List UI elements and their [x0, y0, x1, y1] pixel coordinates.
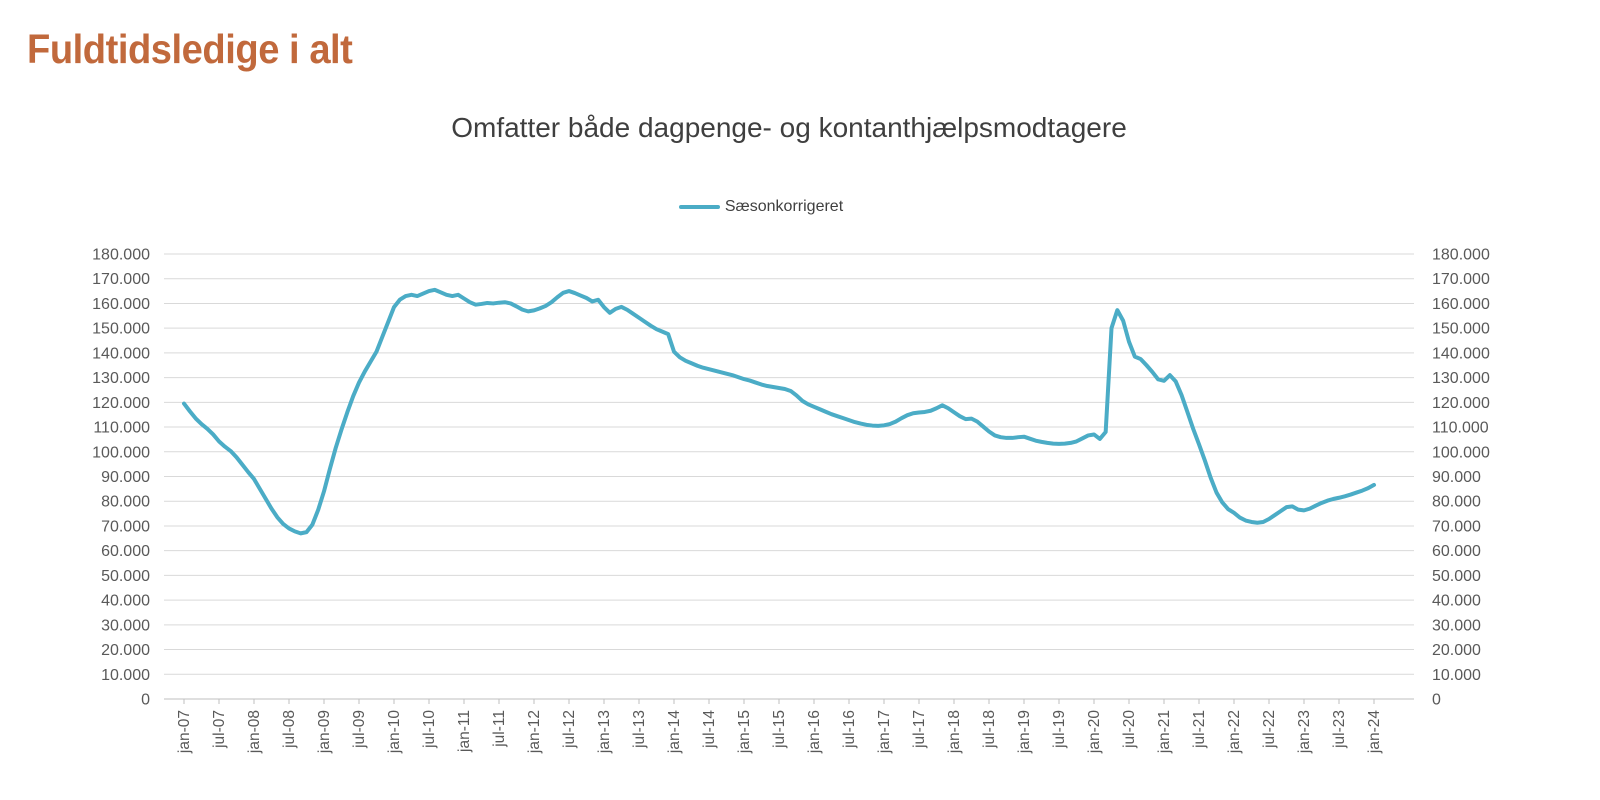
chart-title: Omfatter både dagpenge- og kontanthjælps…	[451, 112, 1127, 143]
x-axis-label: jan-19	[1016, 710, 1033, 754]
y-axis-label-right: 30.000	[1432, 617, 1481, 634]
x-axis-label: jan-08	[246, 710, 263, 754]
legend-line-swatch-icon	[678, 205, 720, 209]
x-axis-label: jan-07	[176, 710, 193, 754]
x-axis-label: jan-23	[1296, 710, 1313, 754]
y-axis-label-right: 60.000	[1432, 543, 1481, 560]
x-axis-label: jul-17	[911, 710, 928, 749]
y-axis-label-right: 70.000	[1432, 518, 1481, 535]
y-axis-label-right: 10.000	[1432, 667, 1481, 684]
y-axis-label-left: 160.000	[92, 296, 150, 313]
y-axis-label-left: 140.000	[92, 345, 150, 362]
y-axis-label-left: 90.000	[101, 469, 150, 486]
y-axis-label-left: 20.000	[101, 642, 150, 659]
y-axis-label-right: 150.000	[1432, 321, 1490, 338]
x-axis-label: jan-24	[1366, 710, 1383, 754]
y-axis-label-left: 130.000	[92, 370, 150, 387]
chart-legend: Sæsonkorrigeret	[136, 198, 1386, 216]
y-axis-label-left: 180.000	[92, 247, 150, 264]
y-axis-label-left: 60.000	[101, 543, 150, 560]
y-axis-label-right: 130.000	[1432, 370, 1490, 387]
y-axis-label-left: 110.000	[93, 420, 150, 437]
x-axis-label: jan-20	[1086, 710, 1103, 754]
y-axis-label-left: 120.000	[92, 395, 150, 412]
x-axis-label: jan-15	[736, 710, 753, 754]
y-axis-label-right: 40.000	[1432, 593, 1481, 610]
y-axis-label-left: 100.000	[92, 444, 150, 461]
y-axis-label-right: 120.000	[1432, 395, 1490, 412]
y-axis-label-left: 40.000	[101, 593, 150, 610]
x-axis-label: jan-09	[316, 710, 333, 754]
x-axis-label: jul-07	[211, 710, 228, 749]
x-axis-label: jan-18	[946, 710, 963, 754]
y-axis-label-left: 150.000	[92, 321, 150, 338]
y-axis-label-left: 0	[141, 692, 150, 709]
y-axis-label-right: 140.000	[1432, 345, 1490, 362]
x-axis-label: jul-13	[631, 710, 648, 749]
series-line-saesonkorrigeret	[182, 287, 1376, 536]
x-axis-label: jan-22	[1226, 710, 1243, 754]
x-axis-label: jul-08	[281, 710, 298, 749]
page-title: Fuldtidsledige i alt	[27, 26, 353, 72]
x-axis-label: jan-21	[1156, 710, 1173, 754]
y-axis-label-left: 80.000	[101, 494, 150, 511]
x-axis-label: jan-10	[386, 710, 403, 754]
x-axis-label: jul-23	[1331, 710, 1348, 749]
y-axis-label-left: 10.000	[101, 667, 150, 684]
x-axis-label: jul-21	[1191, 710, 1208, 749]
legend-series-label: Sæsonkorrigeret	[724, 198, 844, 215]
x-axis-label: jul-14	[701, 710, 718, 749]
y-axis-label-right: 110.000	[1432, 420, 1489, 437]
x-axis-label: jul-20	[1121, 710, 1138, 749]
x-axis-label: jan-16	[806, 710, 823, 754]
y-axis-label-left: 70.000	[101, 518, 150, 535]
y-axis-label-right: 20.000	[1432, 642, 1481, 659]
x-axis-label: jul-19	[1051, 710, 1068, 749]
x-axis-label: jul-15	[771, 710, 788, 749]
y-axis-label-right: 100.000	[1432, 444, 1490, 461]
x-axis-label: jul-09	[351, 710, 368, 749]
x-axis-label: jul-11	[491, 710, 508, 748]
y-axis-label-right: 170.000	[1432, 271, 1490, 288]
y-axis-label-right: 50.000	[1432, 568, 1481, 585]
y-axis-label-left: 170.000	[92, 271, 150, 288]
x-axis-label: jan-14	[666, 710, 683, 754]
y-axis-label-right: 160.000	[1432, 296, 1490, 313]
x-axis-label: jul-10	[421, 710, 438, 749]
x-axis-label: jan-12	[526, 710, 543, 754]
x-axis-label: jan-11	[456, 710, 473, 753]
y-axis-label-right: 180.000	[1432, 247, 1490, 264]
x-axis-label: jul-12	[561, 710, 578, 749]
x-axis-label: jul-18	[981, 710, 998, 749]
x-axis-label: jul-22	[1261, 710, 1278, 749]
y-axis-label-right: 80.000	[1432, 494, 1481, 511]
x-axis-label: jan-13	[596, 710, 613, 754]
x-axis-label: jul-16	[841, 710, 858, 749]
y-axis-label-right: 90.000	[1432, 469, 1481, 486]
y-axis-label-left: 30.000	[101, 617, 150, 634]
y-axis-label-left: 50.000	[101, 568, 150, 585]
y-axis-label-right: 0	[1432, 692, 1441, 709]
x-axis-label: jan-17	[876, 710, 893, 754]
